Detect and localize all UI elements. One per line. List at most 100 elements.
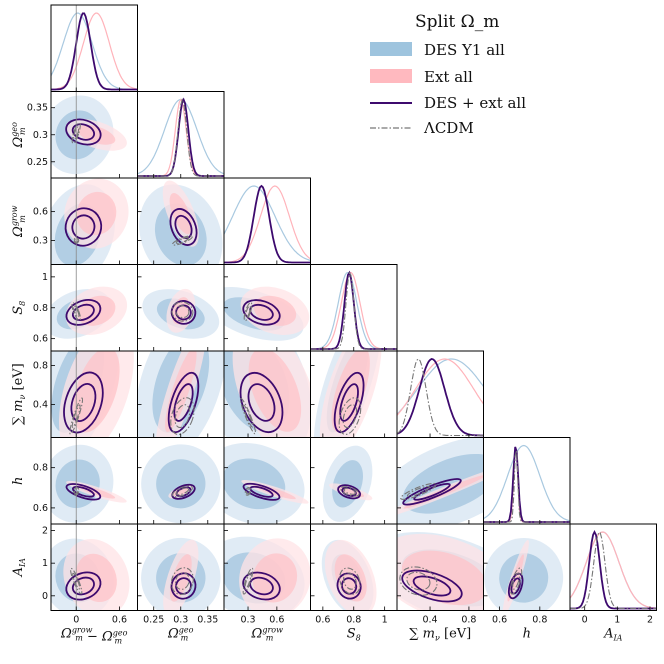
panel-h-dom: 0.6 0.8: [33, 437, 138, 525]
contour-des_ext_all-inner: [71, 123, 96, 141]
contour-des_ext_all-outer: [242, 299, 281, 326]
contour-lcdm-outer: [239, 397, 257, 435]
contour-lcdm-outer: [71, 122, 81, 144]
panel-omgeo-omgeo: [137, 91, 225, 179]
y-axis-label-s8: S8: [11, 301, 27, 315]
x-axis-label-omgrow: Ωgrow m: [251, 626, 284, 643]
contour-lcdm-outer: [242, 567, 254, 595]
panel-aia-mnu: 0.4 0.8: [396, 523, 484, 626]
contour-lcdm-outer: [244, 487, 252, 496]
contour-lcdm-outer: [509, 567, 523, 595]
contour-des_ext_all-inner: [71, 486, 95, 498]
panel-s8-omgrow: [223, 264, 311, 352]
y-tick-label: 0.3: [33, 130, 48, 141]
y-tick-label: 0.8: [33, 361, 48, 372]
contour-des_ext_all-outer: [170, 300, 197, 325]
contour-des_ext_all-inner: [71, 214, 96, 240]
contour-des_ext_all-inner: [71, 303, 95, 321]
legend-label-des-y1: DES Y1 all: [424, 41, 505, 59]
x-tick-label: 0.8: [346, 615, 361, 626]
contour-des_ext_all-inner: [71, 576, 95, 596]
y-tick-label: 0.25: [27, 157, 48, 168]
contour-ext_all-inner: [77, 124, 116, 145]
panel-h-omgeo: [137, 437, 225, 525]
x-tick-label: 0.8: [532, 615, 547, 626]
contour-lcdm-inner: [242, 404, 254, 428]
x-tick-label: 0.25: [143, 615, 164, 626]
contour-lcdm-inner: [174, 404, 191, 429]
contour-lcdm-inner: [512, 572, 521, 590]
x-tick-label: 1: [614, 615, 620, 626]
contour-des_ext_all-outer: [65, 299, 102, 326]
marginal-curve-des_y1_all: [51, 12, 138, 91]
marginal-curve-des_ext_all: [224, 184, 311, 264]
x-axis-label-mnu: ∑ mν [eV]: [409, 627, 471, 643]
contour-lcdm-inner: [175, 572, 190, 590]
marginal-curve-des_y1_all: [397, 358, 484, 415]
panel-s8-s8: [310, 264, 398, 352]
contour-des_ext_all-outer: [65, 483, 102, 501]
y-axis-label-omgrow: Ωgrowm: [10, 205, 27, 238]
y-tick-label: 0.8: [33, 463, 48, 474]
contour-des_ext_all-outer: [402, 478, 462, 506]
y-tick-label: 0: [42, 591, 48, 602]
contour-des_ext_all-outer: [63, 371, 104, 434]
panel-mnu-omgrow: [223, 350, 311, 438]
y-tick-label: 0.35: [27, 103, 48, 114]
y-tick-label: 0.6: [33, 503, 48, 514]
x-tick-label: 1: [382, 615, 388, 626]
marginal-curve-des_y1_all: [483, 444, 570, 522]
legend-title: Split Ω_m: [415, 12, 499, 32]
contour-lcdm-outer: [338, 397, 362, 435]
marginal-curve-des_ext_all: [137, 97, 224, 177]
panel-aia-omgrow: 0.3 0.6: [223, 523, 311, 626]
x-tick-label: 0.35: [197, 615, 218, 626]
marginal-curve-lcdm: [310, 271, 397, 350]
contour-ext_all-inner: [169, 193, 192, 235]
x-tick-label: 2: [647, 615, 653, 626]
x-tick-label: 0.3: [240, 615, 255, 626]
x-axis-label-aia: AIA: [603, 627, 623, 643]
y-axis-label-omgeo: Ωgeom: [10, 122, 27, 149]
x-tick-label: 0.6: [112, 615, 127, 626]
marginal-curve-des_ext_all: [310, 270, 397, 350]
panel-frame: [223, 177, 311, 265]
panel-omgrow-dom: 0.3 0.6: [33, 177, 138, 265]
contour-lcdm-inner: [73, 126, 80, 140]
contour-lcdm-inner: [72, 572, 81, 590]
marginal-curve-des_ext_all: [51, 12, 138, 91]
contour-lcdm-outer: [69, 397, 84, 435]
contour-ext_all-inner: [73, 351, 120, 433]
x-tick-label: 0.8: [461, 615, 476, 626]
contour-lcdm-inner: [74, 238, 79, 243]
contour-lcdm-outer: [71, 302, 81, 322]
x-tick-label: 0: [582, 615, 588, 626]
contour-des_ext_all-outer: [64, 207, 103, 247]
panel-omgrow-omgrow: [223, 177, 311, 265]
contour-lcdm-inner: [71, 404, 81, 428]
contour-des_ext_all-inner: [173, 383, 194, 422]
panel-mnu-s8: [310, 350, 398, 438]
contour-des_ext_all-inner: [413, 482, 451, 501]
contour-des_ext_all-inner: [247, 383, 276, 422]
contour-lcdm-inner: [175, 487, 190, 496]
marginal-curve-lcdm: [483, 450, 570, 523]
y-tick-label: 2: [42, 526, 48, 537]
y-tick-label: 0.6: [33, 334, 48, 345]
contour-lcdm-outer: [170, 567, 194, 595]
contour-lcdm-outer: [72, 487, 80, 496]
contour-lcdm-outer: [170, 397, 195, 436]
contour-lcdm-outer: [339, 567, 361, 595]
contour-lcdm-outer: [400, 482, 437, 500]
contour-des_ext_all-outer: [171, 483, 196, 500]
contour-des_ext_all-inner: [339, 383, 359, 422]
panel-aia-s8: 0.6 0.8 1: [310, 523, 398, 626]
x-tick-label: 0.3: [173, 615, 188, 626]
legend-swatch-des-y1: [370, 42, 412, 56]
contour-des_ext_all-outer: [65, 118, 102, 146]
marginal-curve-des_y1_all: [224, 185, 311, 261]
contour-lcdm-inner: [406, 485, 430, 497]
y-axis-label-h: h: [11, 477, 26, 485]
panel-h-mnu: [396, 437, 484, 525]
contour-des_ext_all-inner: [175, 304, 192, 321]
